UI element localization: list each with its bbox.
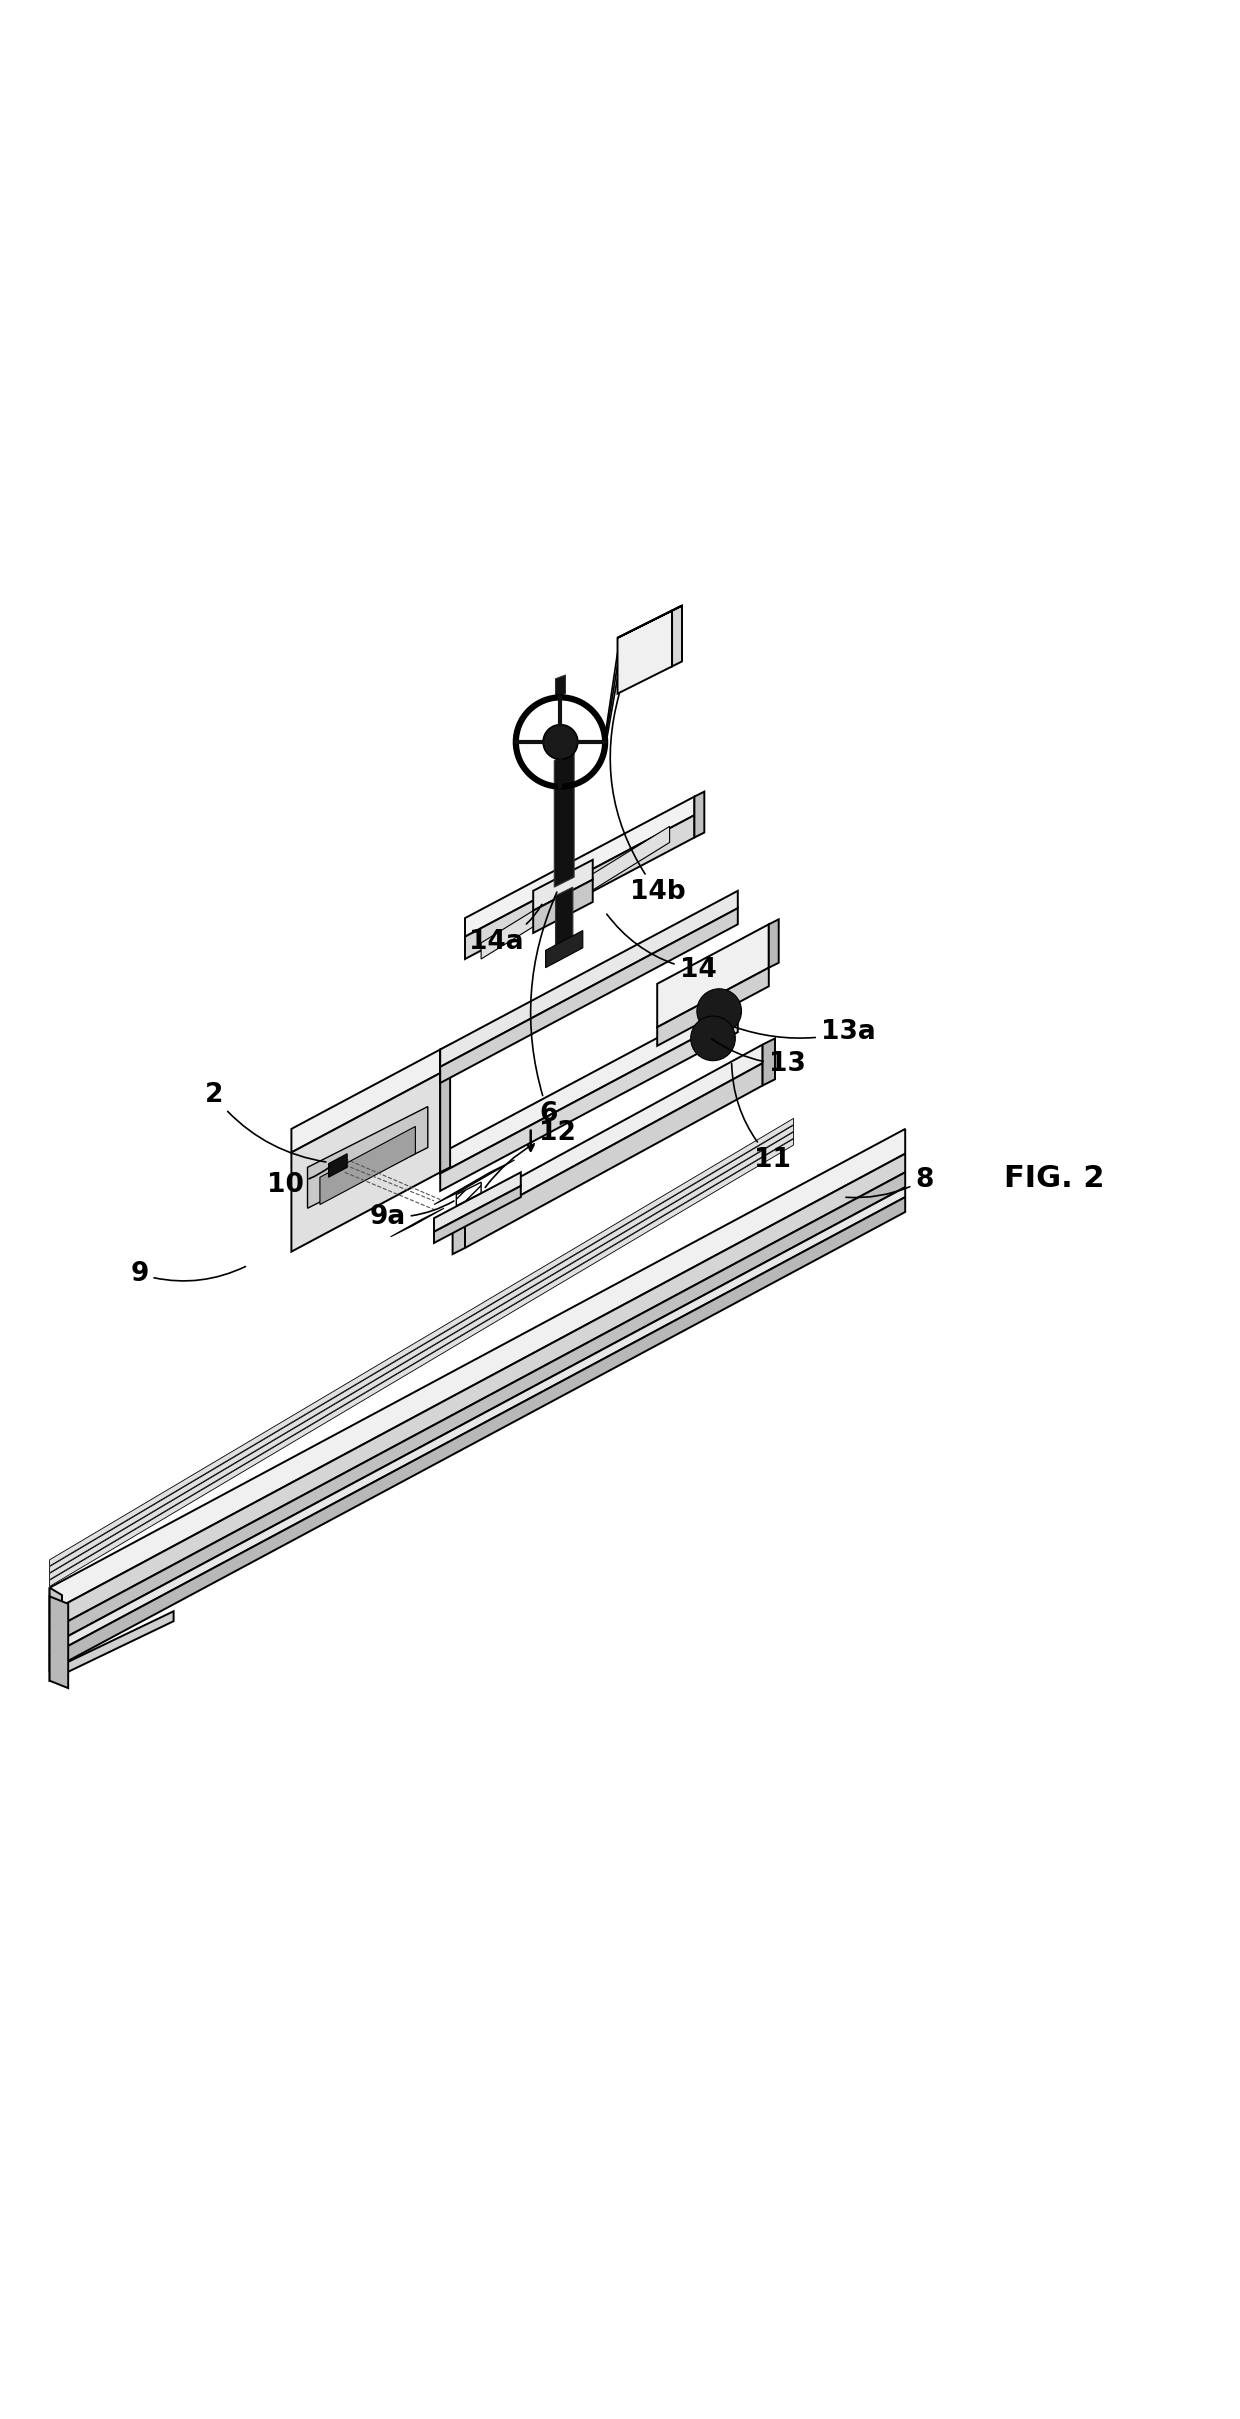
- Polygon shape: [391, 1207, 444, 1236]
- Polygon shape: [556, 675, 565, 697]
- Text: 14a: 14a: [469, 905, 542, 956]
- Polygon shape: [440, 907, 738, 1084]
- Polygon shape: [50, 1597, 68, 1688]
- Polygon shape: [694, 791, 704, 837]
- Polygon shape: [434, 1185, 521, 1243]
- Polygon shape: [434, 1159, 515, 1205]
- Polygon shape: [50, 1611, 174, 1681]
- Polygon shape: [440, 890, 738, 1067]
- Polygon shape: [50, 1188, 905, 1657]
- Text: 10: 10: [267, 1166, 330, 1197]
- Text: 9a: 9a: [370, 1200, 454, 1229]
- Polygon shape: [50, 1130, 905, 1613]
- Polygon shape: [50, 1118, 794, 1565]
- Text: 11: 11: [732, 1064, 791, 1173]
- Polygon shape: [533, 881, 593, 934]
- Circle shape: [697, 989, 742, 1033]
- Polygon shape: [440, 994, 738, 1173]
- Text: 12: 12: [485, 1120, 577, 1188]
- Text: 13: 13: [712, 1038, 806, 1076]
- Polygon shape: [440, 1045, 450, 1173]
- Polygon shape: [657, 924, 769, 1028]
- Polygon shape: [672, 605, 682, 665]
- Polygon shape: [763, 1038, 775, 1086]
- Text: FIG. 2: FIG. 2: [1004, 1164, 1105, 1193]
- Polygon shape: [618, 610, 672, 694]
- Circle shape: [543, 726, 578, 760]
- Polygon shape: [453, 1207, 465, 1253]
- Text: 9: 9: [130, 1260, 246, 1287]
- Text: 2: 2: [205, 1081, 326, 1161]
- Polygon shape: [50, 1132, 794, 1580]
- Text: 13a: 13a: [734, 1018, 875, 1045]
- Polygon shape: [546, 931, 583, 968]
- Text: 6: 6: [531, 893, 558, 1127]
- Polygon shape: [320, 1127, 415, 1205]
- Polygon shape: [291, 1074, 440, 1251]
- Polygon shape: [434, 1173, 521, 1231]
- Polygon shape: [465, 815, 694, 958]
- Polygon shape: [50, 1197, 905, 1672]
- Polygon shape: [50, 1125, 794, 1572]
- Polygon shape: [533, 859, 593, 910]
- Text: 14: 14: [606, 914, 717, 982]
- Polygon shape: [50, 1139, 794, 1587]
- Polygon shape: [618, 605, 682, 639]
- Polygon shape: [308, 1105, 428, 1207]
- Circle shape: [691, 1016, 735, 1060]
- Text: 14b: 14b: [610, 694, 686, 905]
- Polygon shape: [291, 1050, 440, 1151]
- Text: 8: 8: [846, 1166, 934, 1197]
- Polygon shape: [329, 1154, 347, 1178]
- Polygon shape: [481, 827, 670, 958]
- Polygon shape: [556, 888, 573, 960]
- Polygon shape: [440, 1016, 738, 1190]
- Polygon shape: [50, 1173, 905, 1645]
- Polygon shape: [465, 1045, 763, 1226]
- Polygon shape: [769, 919, 779, 968]
- Polygon shape: [50, 1154, 905, 1630]
- Polygon shape: [465, 796, 694, 936]
- Polygon shape: [657, 968, 769, 1045]
- Polygon shape: [50, 1587, 62, 1679]
- Polygon shape: [465, 1064, 763, 1248]
- Polygon shape: [554, 750, 574, 888]
